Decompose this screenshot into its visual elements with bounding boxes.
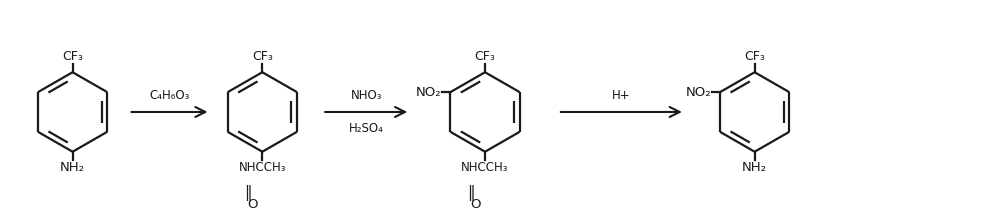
Text: ‖: ‖ [245,184,252,201]
Text: CF₃: CF₃ [62,50,83,63]
Text: NO₂: NO₂ [416,86,441,99]
Text: O: O [247,198,258,211]
Text: NHCCH₃: NHCCH₃ [239,161,286,174]
Text: NH₂: NH₂ [742,161,767,174]
Text: NH₂: NH₂ [60,161,85,174]
Text: NHO₃: NHO₃ [350,89,382,102]
Text: NO₂: NO₂ [685,86,711,99]
Text: H+: H+ [612,89,631,102]
Text: CF₃: CF₃ [744,50,765,63]
Text: H₂SO₄: H₂SO₄ [349,122,384,135]
Text: CF₃: CF₃ [475,50,495,63]
Text: CF₃: CF₃ [252,50,273,63]
Text: ‖: ‖ [467,184,475,201]
Text: NHCCH₃: NHCCH₃ [461,161,509,174]
Text: O: O [470,198,480,211]
Text: C₄H₆O₃: C₄H₆O₃ [149,89,190,102]
